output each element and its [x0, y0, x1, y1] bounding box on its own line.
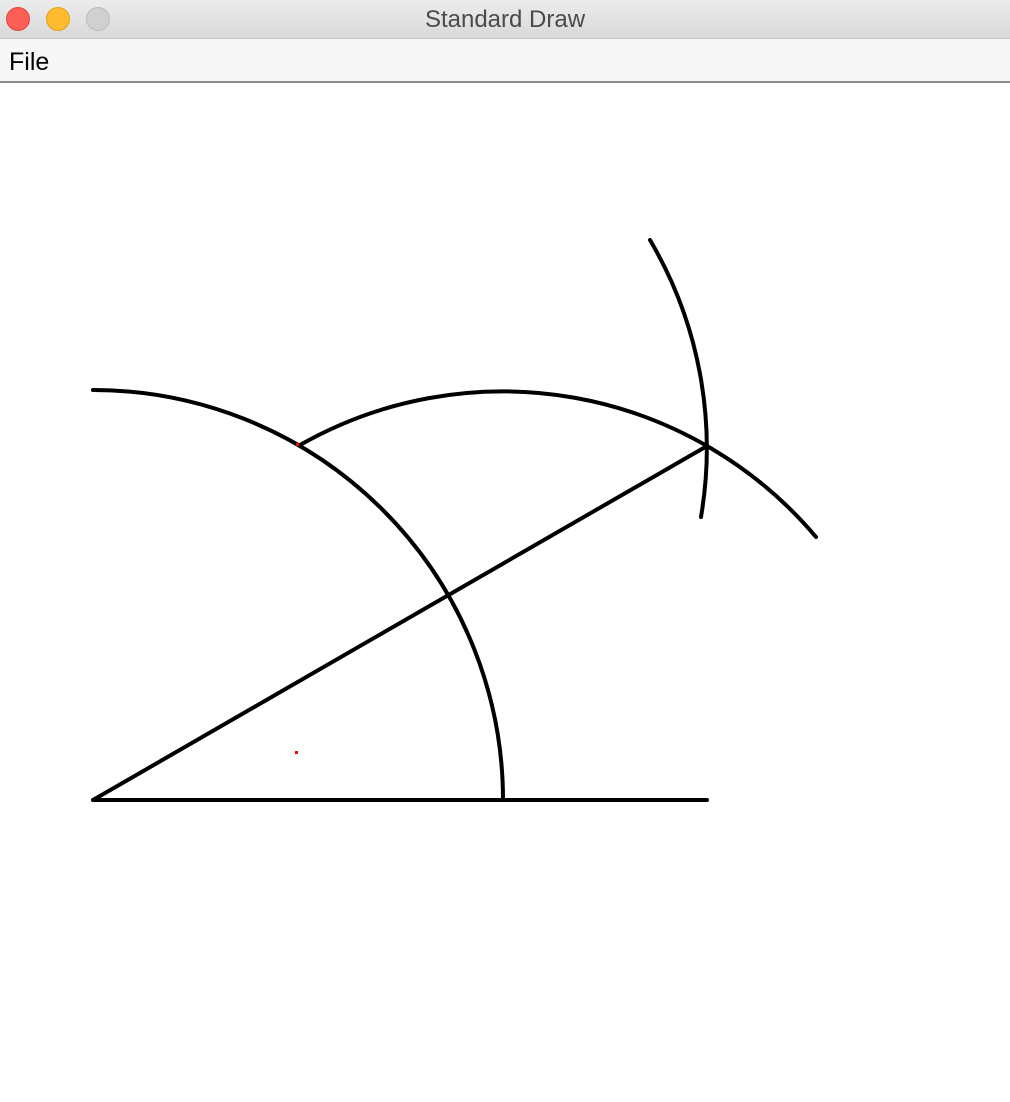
zoom-window-button[interactable]	[86, 7, 110, 31]
drawing-canvas[interactable]	[0, 83, 1010, 1102]
close-window-button[interactable]	[6, 7, 30, 31]
upper-arc	[298, 389, 818, 539]
red-marker-upper	[296, 443, 299, 446]
drawing-surface	[91, 238, 818, 802]
red-marker-lower	[295, 751, 298, 754]
menu-bar: File	[0, 39, 1010, 83]
title-bar[interactable]: Standard Draw	[0, 0, 1010, 39]
large-arc	[91, 388, 505, 802]
file-menu[interactable]: File	[9, 48, 50, 76]
window-title: Standard Draw	[424, 6, 586, 33]
right-arc	[648, 238, 709, 519]
minimize-window-button[interactable]	[46, 7, 70, 31]
diagonal-line	[91, 444, 709, 802]
